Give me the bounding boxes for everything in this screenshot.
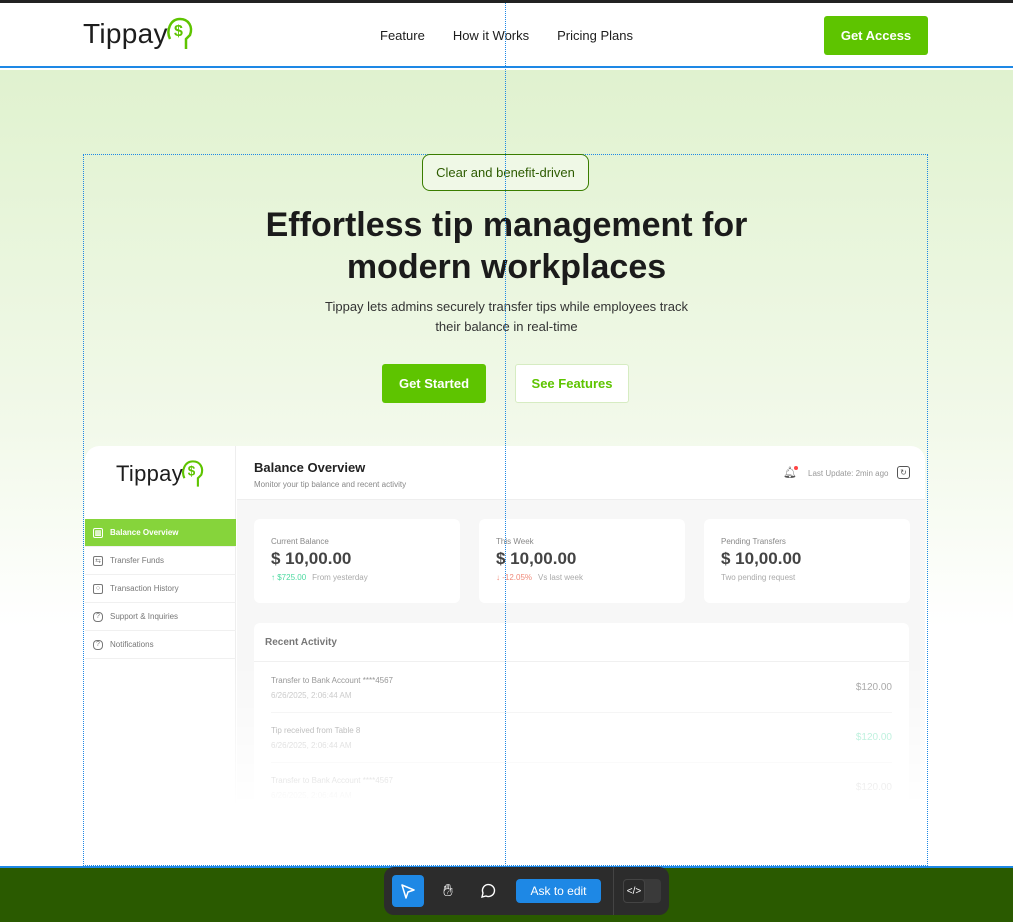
hand-icon: ✋︎ xyxy=(443,881,453,900)
logo[interactable]: Tippay $ xyxy=(83,15,194,53)
activity-row[interactable]: Transfer to Bank Account ****4567 6/26/20… xyxy=(271,763,892,806)
sidebar-item-transfer-funds[interactable]: ⇆ Transfer Funds xyxy=(85,547,236,575)
chart-icon: ▥ xyxy=(93,527,103,538)
ask-to-edit-button[interactable]: Ask to edit xyxy=(516,879,601,903)
activity-row[interactable]: Tip received from Table 8 6/26/2025, 2:06… xyxy=(271,713,892,763)
dashboard-header: Balance Overview Monitor your tip balanc… xyxy=(237,446,925,500)
hero-title: Effortless tip management for modern work… xyxy=(265,206,748,286)
hand-tool-button[interactable]: ✋︎ xyxy=(432,875,464,907)
dashboard-title: Balance Overview xyxy=(254,460,366,475)
logo-dollar-head-icon: $ xyxy=(182,460,204,487)
logo-dollar-head-icon: $ xyxy=(167,17,193,49)
nav-how-it-works[interactable]: How it Works xyxy=(452,28,530,43)
hero-subtitle: Tippay lets admins securely transfer tip… xyxy=(325,299,688,334)
dashboard-sidebar: Tippay $ ▥ Balance Overview ⇆ Transfer Fun… xyxy=(85,446,236,806)
history-icon: ○ xyxy=(93,583,103,594)
sidebar-item-transaction-history[interactable]: ○ Transaction History xyxy=(85,575,236,603)
center-guide xyxy=(505,3,506,866)
dashboard-main: Balance Overview Monitor your tip balanc… xyxy=(237,446,925,806)
svg-text:$: $ xyxy=(174,23,183,40)
card-pending-transfers: Pending Transfers $ 10,00.00 Two pending… xyxy=(704,519,910,603)
comment-icon xyxy=(481,883,496,898)
window-top-border xyxy=(0,0,1013,3)
get-started-button[interactable]: Get Started xyxy=(382,364,486,403)
card-this-week: This Week $ 10,00.00 ↓ -12.05% Vs last we… xyxy=(479,519,685,603)
bell-icon[interactable]: 🔔︎ xyxy=(783,466,798,479)
sidebar-item-balance-overview[interactable]: ▥ Balance Overview xyxy=(85,519,236,547)
refresh-icon[interactable]: ↻ xyxy=(897,466,910,479)
help-icon: ? xyxy=(93,639,103,650)
transfer-icon: ⇆ xyxy=(93,555,103,566)
nav-feature[interactable]: Feature xyxy=(380,28,425,43)
recent-activity-title: Recent Activity xyxy=(265,637,337,648)
code-view-toggle[interactable]: </> xyxy=(623,879,661,903)
editor-toolbar: ✋︎ Ask to edit </> xyxy=(384,867,669,915)
last-update: Last Update: 2min ago xyxy=(808,469,889,478)
card-current-balance: Current Balance $ 10,00.00 ↑ $725.00 From… xyxy=(254,519,460,603)
sidebar-item-notifications[interactable]: ? Notifications xyxy=(85,631,236,659)
sidebar-item-support[interactable]: ? Support & Inquiries xyxy=(85,603,236,631)
notification-dot xyxy=(793,466,798,470)
get-access-button[interactable]: Get Access xyxy=(824,16,928,55)
see-features-button[interactable]: See Features xyxy=(515,364,629,403)
cursor-icon xyxy=(401,884,415,899)
code-icon: </> xyxy=(623,879,645,903)
select-tool-button[interactable] xyxy=(392,875,424,907)
dashboard-subtitle: Monitor your tip balance and recent acti… xyxy=(254,480,407,489)
nav-pricing-plans[interactable]: Pricing Plans xyxy=(557,28,634,43)
recent-activity: Recent Activity Transfer to Bank Account… xyxy=(254,623,909,806)
comment-tool-button[interactable] xyxy=(472,875,504,907)
svg-text:$: $ xyxy=(188,464,196,479)
activity-row[interactable]: Transfer to Bank Account ****4567 6/26/20… xyxy=(271,663,892,713)
help-icon: ? xyxy=(93,611,103,622)
dashboard-logo: Tippay $ xyxy=(116,458,205,490)
top-nav: Tippay $ Feature How it Works Pricing Pl… xyxy=(0,3,1013,68)
